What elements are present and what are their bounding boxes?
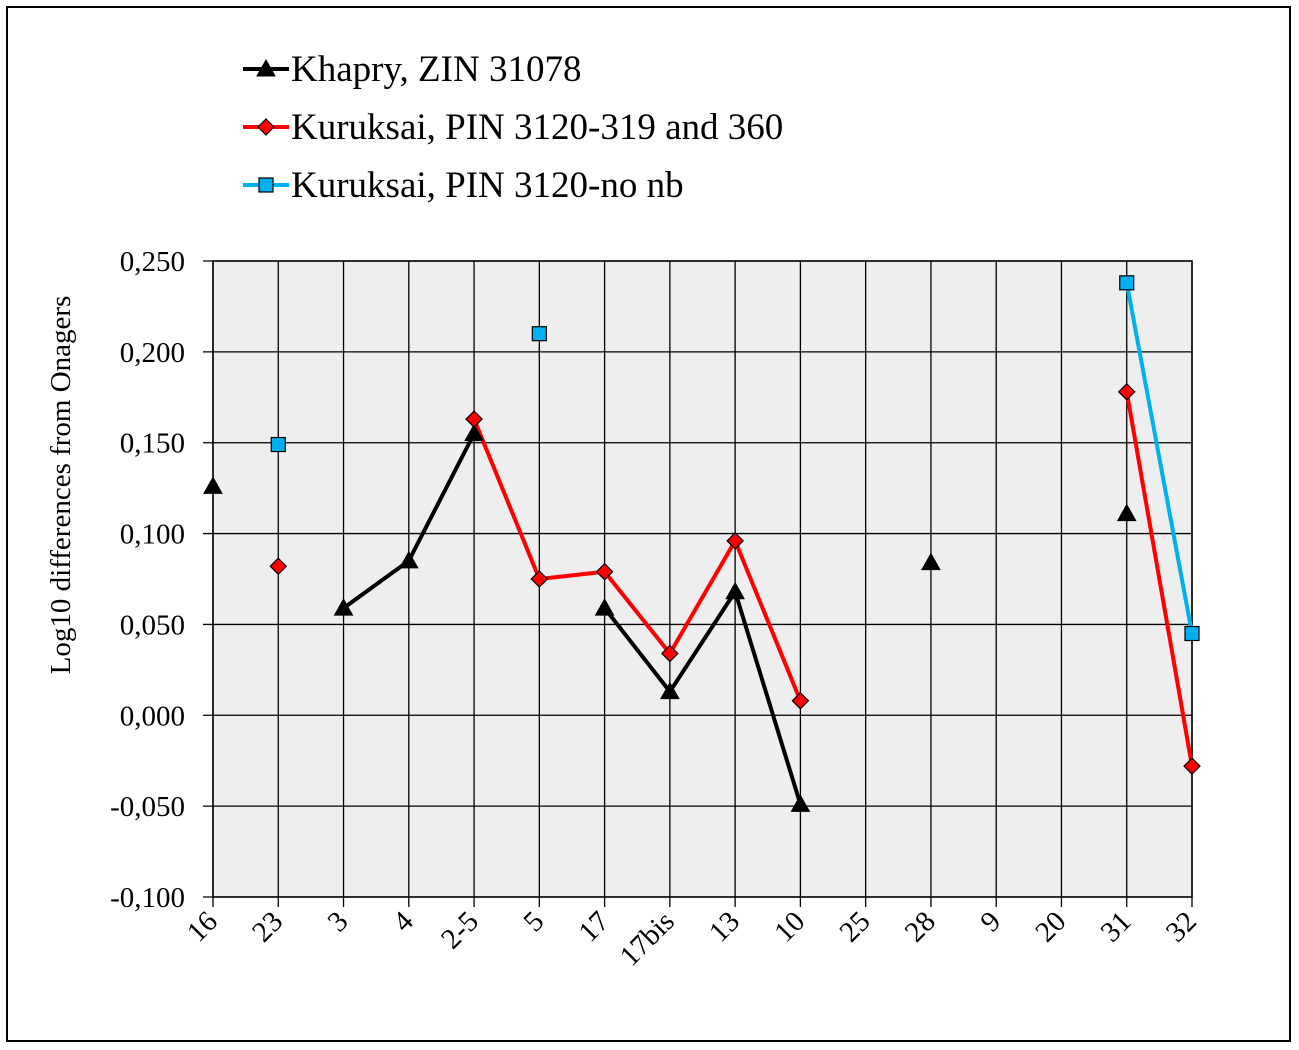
y-axis-ticks: -0,100 -0,050 0,000 0,050 0,100 0,150 0,200 0,2… — [110, 246, 185, 914]
x-tick-label: 4 — [387, 905, 420, 938]
x-tick-label: 17bis — [614, 905, 681, 972]
marker-triangle — [464, 423, 484, 442]
x-tick-label: 32 — [1160, 905, 1203, 948]
y-axis-label: Log10 differences from Onagers — [45, 296, 77, 675]
series-lines — [342, 282, 1194, 805]
marker-triangle — [725, 581, 745, 600]
series-line-segment — [1124, 282, 1194, 634]
x-tick-label: 3 — [322, 905, 355, 938]
x-tick-label: 10 — [768, 905, 811, 948]
marker-square — [531, 326, 547, 342]
marker-square — [1184, 625, 1200, 642]
marker-diamond — [269, 557, 288, 576]
marker-triangle — [1116, 503, 1137, 522]
x-tick-label: 31 — [1095, 905, 1138, 948]
marker-square — [258, 177, 274, 193]
marker-triangle — [333, 598, 354, 616]
legend-label: Kuruksai, PIN 3120-no nb — [291, 165, 684, 206]
series-line-segment — [1124, 391, 1194, 767]
plot-area — [212, 260, 1193, 898]
marker-diamond — [530, 570, 549, 588]
y-tick-label: 0,000 — [120, 700, 185, 732]
x-tick-label: 23 — [246, 905, 289, 948]
x-tick-label: 25 — [833, 905, 876, 948]
marker-diamond — [465, 410, 483, 428]
marker-diamond — [726, 531, 744, 550]
y-tick-label: 0,100 — [120, 519, 185, 551]
marker-square — [270, 436, 286, 453]
marker-diamond — [661, 644, 679, 663]
marker-diamond — [1183, 757, 1201, 776]
marker-square — [1119, 275, 1135, 291]
marker-diamond — [595, 562, 614, 581]
y-tick-label: 0,150 — [120, 428, 185, 460]
marker-triangle — [790, 794, 811, 812]
y-tick-label: -0,050 — [110, 791, 185, 823]
x-tick-label: 16 — [181, 905, 224, 948]
x-tick-label: 28 — [899, 905, 942, 948]
marker-triangle — [203, 476, 223, 494]
series-line-segment — [603, 589, 803, 805]
marker-triangle — [921, 552, 941, 571]
marker-triangle — [660, 681, 680, 700]
x-tick-label: 2-5 — [435, 905, 485, 955]
y-tick-label: 0,050 — [120, 609, 185, 641]
y-tick-label: 0,250 — [120, 246, 185, 278]
x-tick-label: 17 — [572, 905, 615, 948]
marker-diamond — [1117, 382, 1136, 401]
marker-triangle — [594, 598, 615, 616]
legend-label: Kuruksai, PIN 3120-319 and 360 — [291, 107, 783, 148]
series-markers — [203, 275, 1201, 812]
legend-label: Khapry, ZIN 31078 — [291, 49, 581, 90]
marker-diamond — [791, 691, 810, 710]
y-tick-label: 0,200 — [120, 337, 185, 369]
y-tick-label: -0,100 — [110, 882, 185, 914]
x-tick-label: 9 — [974, 905, 1007, 938]
marker-triangle — [256, 58, 276, 77]
x-tick-label: 13 — [703, 905, 746, 948]
series-line-segment — [472, 418, 803, 702]
legend: Khapry, ZIN 31078 Kuruksai, PIN 3120-319 … — [243, 49, 783, 206]
x-tick-label: 20 — [1029, 905, 1072, 948]
x-tick-label: 5 — [517, 905, 550, 938]
marker-diamond — [257, 118, 275, 136]
marker-triangle — [398, 550, 419, 569]
